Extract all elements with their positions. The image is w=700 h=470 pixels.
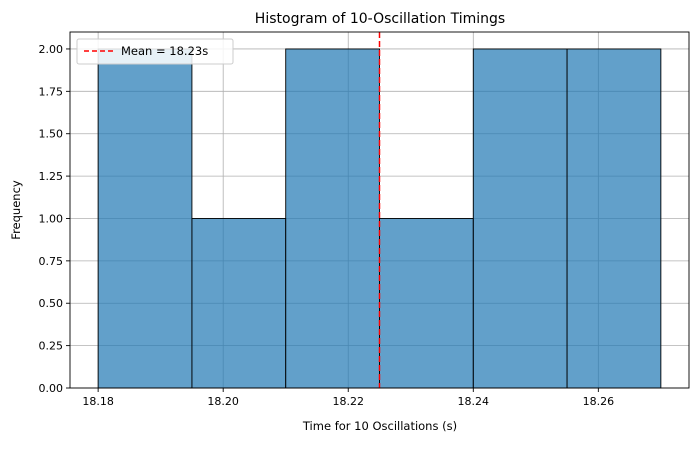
y-tick-label: 0.00 xyxy=(39,382,64,395)
legend: Mean = 18.23s xyxy=(76,38,234,65)
legend-box xyxy=(76,38,234,65)
histogram-bar xyxy=(379,218,474,389)
x-tick-label: 18.22 xyxy=(332,395,364,408)
histogram-bars xyxy=(97,48,662,389)
histogram-bar xyxy=(191,218,287,389)
x-tick-label: 18.18 xyxy=(82,395,114,408)
y-tick-label: 1.25 xyxy=(39,170,64,183)
histogram-bar xyxy=(472,48,568,389)
y-tick-label: 0.75 xyxy=(39,255,64,268)
legend-mean-label: Mean = 18.23s xyxy=(121,44,208,58)
x-tick-label: 18.20 xyxy=(207,395,239,408)
x-tick-label: 18.26 xyxy=(583,395,615,408)
plot-frame xyxy=(69,31,690,389)
x-axis-ticks: 18.18 18.20 18.22 18.24 18.26 xyxy=(82,388,614,408)
y-axis-label: Frequency xyxy=(9,180,23,240)
histogram-bar xyxy=(285,48,380,389)
histogram-bar xyxy=(97,48,193,389)
y-tick-label: 1.75 xyxy=(39,85,64,98)
chart-title: Histogram of 10-Oscillation Timings xyxy=(255,11,505,27)
y-tick-label: 0.25 xyxy=(39,340,64,353)
x-tick-label: 18.24 xyxy=(458,395,490,408)
histogram-bar xyxy=(566,48,662,389)
y-tick-label: 2.00 xyxy=(39,43,64,56)
y-axis-ticks: 0.00 0.25 0.50 0.75 1.00 1.25 1.50 1.75 2.00 xyxy=(39,43,70,395)
x-axis-label: Time for 10 Oscillations (s) xyxy=(302,419,457,433)
y-tick-label: 1.00 xyxy=(39,212,64,225)
y-tick-label: 0.50 xyxy=(39,297,64,310)
y-tick-label: 1.50 xyxy=(39,128,64,141)
